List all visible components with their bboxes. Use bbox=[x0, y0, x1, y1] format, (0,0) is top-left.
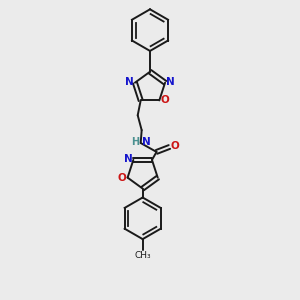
Text: O: O bbox=[171, 141, 180, 151]
Text: O: O bbox=[160, 95, 169, 105]
Text: N: N bbox=[142, 136, 150, 146]
Text: O: O bbox=[118, 172, 127, 183]
Text: CH₃: CH₃ bbox=[134, 251, 151, 260]
Text: N: N bbox=[124, 154, 133, 164]
Text: H: H bbox=[132, 136, 140, 146]
Text: N: N bbox=[125, 77, 134, 87]
Text: N: N bbox=[166, 77, 175, 87]
